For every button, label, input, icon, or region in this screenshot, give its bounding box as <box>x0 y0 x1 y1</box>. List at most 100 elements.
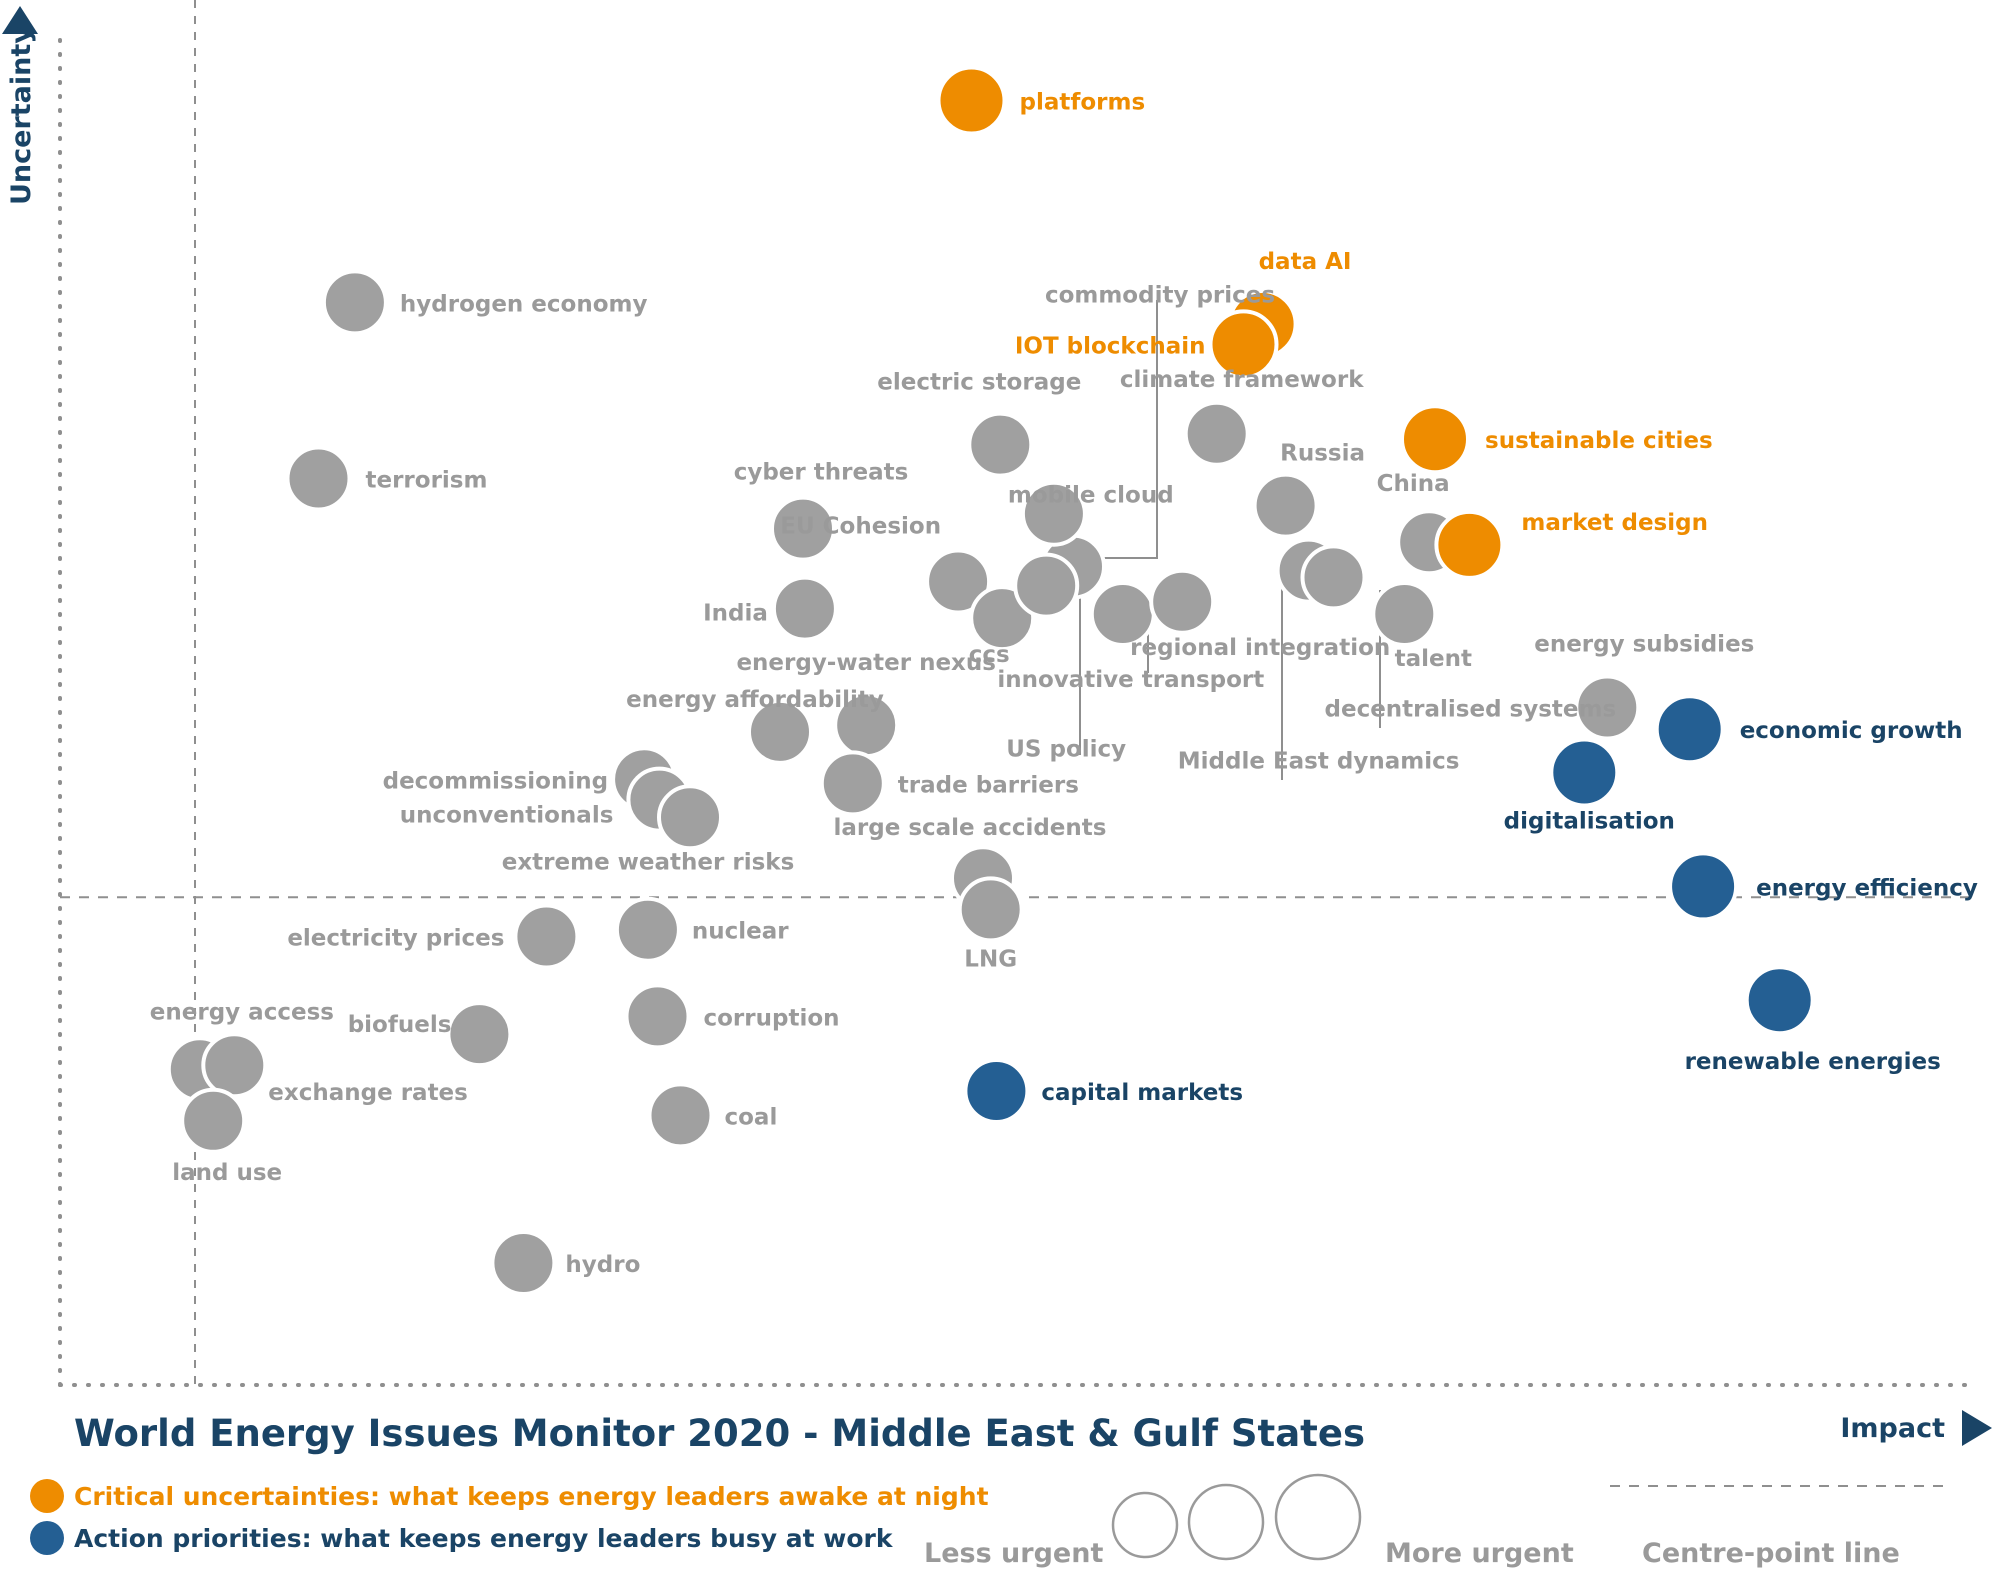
label-unconventionals: unconventionals <box>400 803 614 829</box>
bubble-biofuels <box>446 1001 513 1068</box>
label-energy-water-nexus: energy-water nexus <box>736 650 996 676</box>
label-platforms: platforms <box>1020 90 1146 116</box>
labels-layer: hydrogen economy terrorism commodity price… <box>150 90 1978 1279</box>
label-extreme-weather-risks: extreme weather risks <box>502 849 795 875</box>
label-biofuels: biofuels <box>348 1012 452 1038</box>
label-economic-growth: economic growth <box>1740 718 1963 744</box>
leader-line-commodity-prices <box>1082 300 1158 559</box>
bubble-climate-framework <box>1183 400 1250 467</box>
label-regional-integration: regional integration <box>1130 635 1390 661</box>
label-ccs: ccs <box>969 642 1010 668</box>
label-land-use: land use <box>172 1160 282 1186</box>
bubble-cyber-threats <box>770 495 836 562</box>
label-talent: talent <box>1395 646 1472 672</box>
bubble-energy-subsidies <box>1574 674 1641 741</box>
label-decommissioning: decommissioning <box>383 768 608 794</box>
size-legend-small-circle <box>1111 1491 1179 1559</box>
bubbles-layer <box>166 65 1815 1296</box>
label-decentralised-systems: decentralised systems <box>1325 696 1617 722</box>
legend-critical-label: Critical uncertainties: what keeps energ… <box>74 1481 989 1511</box>
label-energy-affordability: energy affordability <box>626 687 884 713</box>
less-urgent-label: Less urgent <box>924 1538 1103 1569</box>
label-cyber-threats: cyber threats <box>734 460 909 486</box>
y-axis-label: Uncertainty <box>6 26 37 205</box>
x-axis-arrow-icon <box>1962 1410 1992 1446</box>
bubble-coal <box>647 1082 714 1149</box>
bubble-extreme-weather-risks <box>657 784 723 851</box>
leader-lines <box>1079 300 1381 780</box>
size-legend-large-circle <box>1274 1473 1362 1561</box>
bubble-talent <box>1371 581 1438 647</box>
bubble-india <box>771 575 838 642</box>
bubble-us-policy <box>1013 552 1080 619</box>
label-hydrogen-economy: hydrogen economy <box>400 291 648 317</box>
bubble-trade-barriers <box>819 750 886 817</box>
label-exchange-rates: exchange rates <box>268 1080 468 1106</box>
bubble-eu-cohesion <box>925 548 992 615</box>
bubble-energy-efficiency <box>1668 851 1739 922</box>
centre-line-label: Centre-point line <box>1642 1538 1900 1569</box>
label-energy-subsidies: energy subsidies <box>1534 632 1754 658</box>
bubble-energy-affordability <box>747 698 813 765</box>
label-india: India <box>703 601 768 627</box>
label-iot-blockchain: IOT blockchain <box>1015 333 1206 359</box>
label-terrorism: terrorism <box>366 468 488 494</box>
label-large-scale-accidents: large scale accidents <box>834 815 1107 841</box>
more-urgent-label: More urgent <box>1385 1538 1574 1569</box>
bubble-sustainable-cities <box>1400 404 1470 475</box>
bubble-platforms <box>936 65 1007 136</box>
label-corruption: corruption <box>704 1005 840 1031</box>
bubble-russia <box>1252 472 1319 539</box>
label-data-ai: data AI <box>1259 249 1352 275</box>
label-russia: Russia <box>1280 441 1365 467</box>
orange-dot-icon <box>30 1479 64 1513</box>
label-lng: LNG <box>964 946 1017 972</box>
bubble-nuclear <box>614 896 681 963</box>
label-energy-access: energy access <box>150 999 334 1025</box>
bubble-lng <box>957 876 1024 943</box>
x-axis-label: Impact <box>1840 1413 1945 1444</box>
size-legend-medium-circle <box>1187 1483 1265 1561</box>
label-us-policy: US policy <box>1006 737 1126 763</box>
label-china: China <box>1377 471 1450 497</box>
label-electricity-prices: electricity prices <box>287 926 504 952</box>
label-middle-east-dynamics: Middle East dynamics <box>1178 749 1460 775</box>
label-trade-barriers: trade barriers <box>898 772 1079 798</box>
label-market-design: market design <box>1521 510 1708 536</box>
label-innovative-transport: innovative transport <box>997 667 1264 693</box>
y-axis-arrow-icon <box>2 6 38 34</box>
legend-action: Action priorities: what keeps energy lea… <box>30 1521 892 1555</box>
bubble-decentralised-systems <box>1300 544 1367 611</box>
label-renewable-energies: renewable energies <box>1685 1049 1941 1075</box>
label-coal: coal <box>725 1104 778 1130</box>
bubble-terrorism <box>285 445 352 512</box>
label-climate-framework: climate framework <box>1120 367 1364 393</box>
bubble-electric-storage <box>967 411 1034 478</box>
label-nuclear: nuclear <box>692 919 789 945</box>
bubble-capital-markets <box>963 1058 1030 1124</box>
blue-dot-icon <box>30 1521 64 1555</box>
bubble-digitalisation <box>1549 737 1620 808</box>
label-electric-storage: electric storage <box>877 370 1081 396</box>
label-hydro: hydro <box>565 1252 640 1278</box>
bubble-renewable-energies <box>1744 965 1815 1036</box>
label-energy-efficiency: energy efficiency <box>1756 875 1978 901</box>
bubble-mobile-cloud <box>1020 480 1087 547</box>
label-capital-markets: capital markets <box>1041 1080 1243 1106</box>
bubble-economic-growth <box>1654 694 1725 765</box>
label-commodity-prices: commodity prices <box>1045 283 1275 309</box>
bubble-hydro <box>490 1230 557 1296</box>
bubble-iot-blockchain <box>1208 309 1279 380</box>
legend-critical: Critical uncertainties: what keeps energ… <box>30 1479 989 1513</box>
label-digitalisation: digitalisation <box>1504 809 1675 835</box>
bubble-regional-integration <box>1149 568 1216 635</box>
label-mobile-cloud: mobile cloud <box>1008 483 1174 509</box>
bubble-ccs <box>969 585 1036 652</box>
legend-action-label: Action priorities: what keeps energy lea… <box>74 1523 893 1553</box>
bubble-electricity-prices <box>513 903 580 970</box>
bubble-land-use <box>180 1087 247 1154</box>
bubble-market-design <box>1434 509 1505 580</box>
bubble-corruption <box>624 983 691 1050</box>
